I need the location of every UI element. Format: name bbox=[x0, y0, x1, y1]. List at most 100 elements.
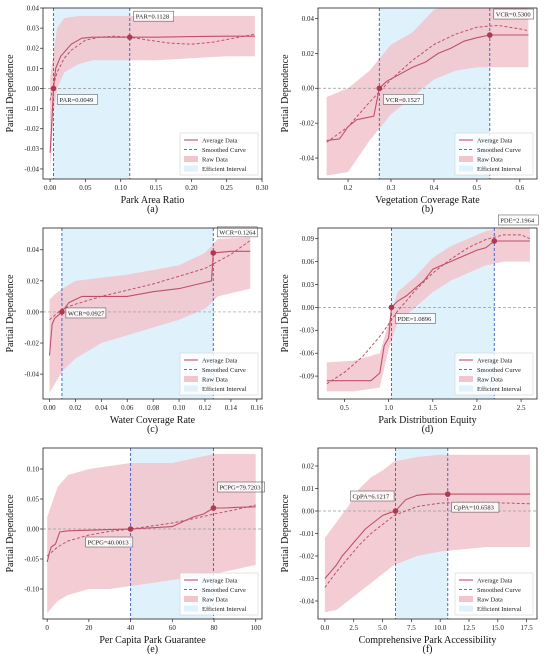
y-tick-label: 0.00 bbox=[302, 85, 315, 93]
breakpoint-marker-2 bbox=[444, 491, 451, 497]
legend-entry-label: Smoothed Curve bbox=[477, 147, 521, 154]
x-tick-label: 0.4 bbox=[430, 184, 439, 192]
legend-entry-label: Raw Data bbox=[477, 377, 503, 384]
breakpoint-annotation-box bbox=[383, 94, 424, 105]
x-axis-label: Water Coverage Rate bbox=[110, 415, 196, 426]
legend-entry-label: Smoothed Curve bbox=[202, 587, 246, 594]
y-tick-label: -0.01 bbox=[24, 105, 39, 113]
panel-label: (e) bbox=[147, 644, 158, 655]
legend-entry-label: Raw Data bbox=[202, 597, 228, 604]
x-tick-label: 0.15 bbox=[150, 184, 163, 192]
x-tick-label: 17.5 bbox=[521, 624, 534, 632]
legend-swatch-raw bbox=[459, 156, 473, 162]
chart-panel-4: PDE=1.0896 PDE=2.1964 0.5 1.0 1.5 2.0 2.5 -0.09… bbox=[280, 214, 539, 435]
legend-entry-label: Raw Data bbox=[477, 597, 503, 604]
y-tick-label: -0.03 bbox=[299, 575, 314, 583]
chart-panel-6: CpPA=6.1217 CpPA=10.6583 0.0 2.5 5.0 7.5 10.0 1… bbox=[280, 447, 538, 655]
y-tick-label: 0.10 bbox=[27, 465, 40, 473]
x-tick-label: 0.12 bbox=[199, 404, 212, 412]
x-axis-label: Vegetation Coverage Rate bbox=[375, 195, 480, 206]
breakpoint-annotation-box bbox=[395, 313, 436, 324]
breakpoint-marker-1 bbox=[50, 85, 57, 92]
x-tick-label: 20 bbox=[85, 624, 93, 632]
y-tick-label: -0.05 bbox=[24, 555, 39, 563]
y-tick-label: -0.09 bbox=[299, 372, 314, 380]
legend-swatch-interval bbox=[184, 385, 198, 392]
breakpoint-annotation-label: WCR=0.0927 bbox=[68, 310, 105, 317]
legend-entry-label: Efficient Interval bbox=[202, 166, 247, 173]
panel-label: (d) bbox=[422, 424, 434, 435]
y-axis-label: Partial Dependence bbox=[5, 494, 16, 573]
legend-entry-label: Average Data bbox=[202, 358, 238, 365]
y-tick-label: 0.01 bbox=[27, 65, 40, 73]
x-tick-label: 0.00 bbox=[43, 404, 56, 412]
plot-frame bbox=[42, 7, 263, 180]
y-tick-label: 0.03 bbox=[302, 281, 315, 289]
x-tick-label: 0.0 bbox=[321, 624, 330, 632]
x-tick-label: 100 bbox=[250, 624, 261, 632]
smoothed-curve-line bbox=[49, 33, 255, 101]
legend-entry-label: Smoothed Curve bbox=[477, 367, 521, 374]
legend-entry-label: Raw Data bbox=[202, 377, 228, 384]
y-tick-label: -0.06 bbox=[299, 350, 314, 358]
x-tick-label: 0.00 bbox=[44, 184, 57, 192]
legend: Average Data Smoothed Curve Raw Data Effici… bbox=[454, 352, 534, 396]
breakpoint-annotation-label: VCR=0.5300 bbox=[496, 12, 531, 19]
y-tick-label: 0.00 bbox=[27, 85, 40, 93]
x-tick-label: 1.5 bbox=[428, 404, 437, 412]
breakpoint-annotation-label: PCPG=79.7203 bbox=[219, 485, 260, 492]
y-axis-label: Partial Dependence bbox=[5, 274, 16, 353]
breakpoint-annotation-box bbox=[350, 490, 395, 502]
x-tick-label: 0.30 bbox=[256, 184, 269, 192]
x-tick-label: 2.5 bbox=[517, 404, 526, 412]
legend-swatch-interval bbox=[184, 165, 198, 172]
legend-entry-label: Efficient Interval bbox=[477, 166, 522, 173]
y-tick-label: 0.00 bbox=[27, 308, 40, 316]
legend-entry-label: Average Data bbox=[477, 578, 513, 585]
plot-frame bbox=[317, 227, 538, 400]
breakpoint-marker-2 bbox=[126, 34, 133, 40]
y-tick-label: -0.01 bbox=[299, 530, 314, 538]
y-tick-label: 0.02 bbox=[302, 50, 315, 58]
legend: Average Data Smoothed Curve Raw Data Effici… bbox=[179, 132, 259, 176]
x-tick-label: 12.5 bbox=[463, 624, 476, 632]
x-tick-label: 5.0 bbox=[378, 624, 387, 632]
y-tick-label: -0.03 bbox=[299, 327, 314, 335]
breakpoint-annotation-box bbox=[451, 501, 500, 513]
x-tick-label: 7.5 bbox=[407, 624, 416, 632]
average-data-line bbox=[326, 34, 529, 142]
breakpoint-annotation-label: PCPG=40.0013 bbox=[88, 540, 129, 547]
y-tick-label: 0.04 bbox=[27, 4, 40, 12]
x-tick-label: 2.0 bbox=[473, 404, 482, 412]
x-axis-label: Park Area Ratio bbox=[121, 195, 185, 206]
x-tick-label: 0.02 bbox=[69, 404, 82, 412]
legend: Average Data Smoothed Curve Raw Data Effici… bbox=[179, 352, 259, 396]
smoothed-curve-line bbox=[46, 504, 256, 557]
legend-swatch-interval bbox=[184, 605, 198, 612]
x-tick-label: 0.14 bbox=[225, 404, 238, 412]
legend-entry-label: Average Data bbox=[202, 578, 238, 585]
breakpoint-annotation-box bbox=[65, 307, 107, 319]
legend-entry-label: Smoothed Curve bbox=[202, 367, 246, 374]
breakpoint-annotation-box bbox=[133, 10, 175, 22]
x-tick-label: 0.5 bbox=[473, 184, 482, 192]
y-tick-label: -0.02 bbox=[299, 120, 314, 128]
y-tick-label: -0.10 bbox=[24, 585, 39, 593]
y-tick-label: -0.02 bbox=[299, 552, 314, 560]
x-tick-label: 0.05 bbox=[79, 184, 92, 192]
panel-label: (f) bbox=[423, 644, 433, 655]
y-tick-label: -0.03 bbox=[24, 145, 39, 153]
legend-swatch-interval bbox=[459, 605, 473, 612]
y-tick-label: 0.04 bbox=[302, 15, 315, 23]
y-axis-label: Partial Dependence bbox=[280, 54, 291, 133]
breakpoint-marker-1 bbox=[127, 526, 134, 532]
legend-entry-label: Raw Data bbox=[477, 157, 503, 164]
raw-data-band bbox=[49, 237, 251, 393]
average-data-line bbox=[48, 250, 251, 356]
average-data-line bbox=[49, 35, 255, 153]
legend: Average Data Smoothed Curve Raw Data Effici… bbox=[179, 572, 259, 616]
breakpoint-annotation-box bbox=[498, 214, 539, 226]
legend-entry-label: Efficient Interval bbox=[477, 386, 522, 393]
average-data-line bbox=[326, 240, 530, 382]
y-tick-label: 0.09 bbox=[302, 235, 315, 243]
